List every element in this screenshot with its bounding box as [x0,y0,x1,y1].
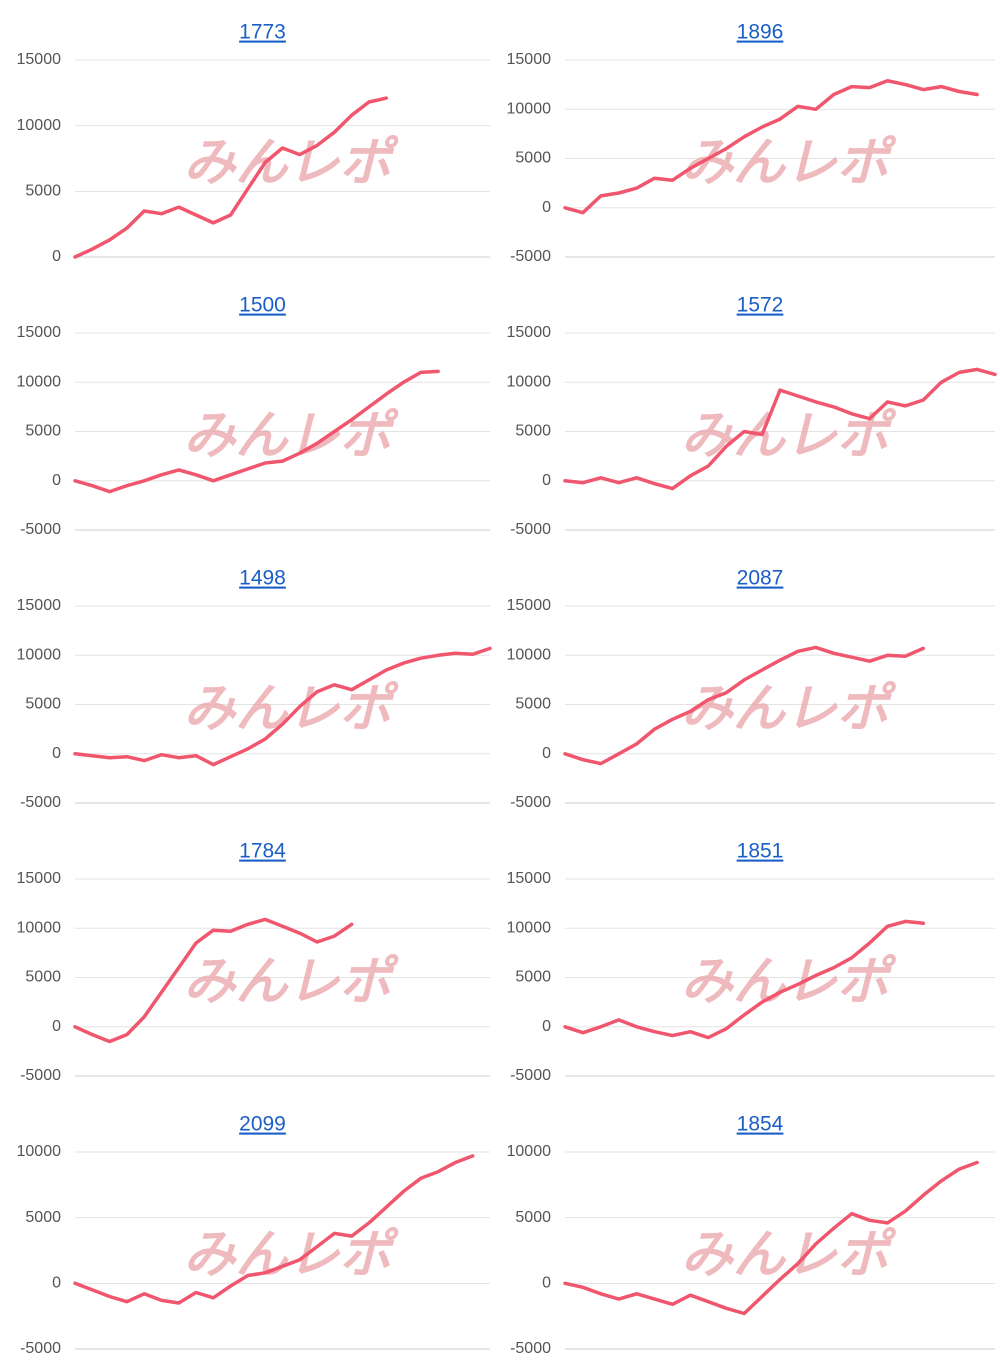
y-tick-label: 10000 [17,1143,62,1160]
watermark: みんレポ [183,680,399,738]
y-tick-label: 5000 [515,150,551,167]
y-tick-label: 5000 [25,696,61,713]
y-tick-label: -5000 [20,1067,61,1084]
y-tick-label: 0 [52,1275,61,1292]
y-tick-label: 5000 [25,183,61,200]
data-line [563,645,926,766]
y-tick-label: 0 [52,248,61,265]
chart-title[interactable]: 1896 [737,21,784,44]
y-tick-label: 0 [542,1018,551,1035]
data-line [73,96,389,259]
y-tick-label: -5000 [20,794,61,811]
y-tick-label: 15000 [507,51,552,68]
y-tick-label: 15000 [17,597,62,614]
y-tick-label: 5000 [515,696,551,713]
y-tick-label: 15000 [17,51,62,68]
chart-title[interactable]: 1851 [737,840,784,863]
y-tick-label: 10000 [507,100,552,117]
y-tick-label: 0 [52,745,61,762]
y-tick-label: -5000 [510,521,551,538]
y-tick-label: 10000 [507,919,552,936]
watermark: みんレポ [681,680,897,738]
y-tick-label: -5000 [510,1067,551,1084]
watermark: みんレポ [183,134,399,192]
y-tick-label: -5000 [20,1340,61,1357]
data-line [73,646,492,767]
y-tick-label: 0 [52,1018,61,1035]
y-tick-label: 0 [542,1275,551,1292]
y-tick-label: 10000 [507,646,552,663]
y-tick-label: 0 [542,745,551,762]
data-line [563,919,926,1040]
data-line [73,369,440,494]
y-tick-label: 15000 [507,870,552,887]
y-tick-label: 10000 [17,646,62,663]
watermark: みんレポ [183,1226,399,1284]
y-tick-label: -5000 [510,248,551,265]
y-tick-label: 10000 [17,373,62,390]
chart-title[interactable]: 2099 [239,1113,286,1136]
chart-title[interactable]: 1572 [737,294,784,317]
chart-title[interactable]: 1784 [239,840,286,863]
data-line [73,1154,475,1305]
chart-title[interactable]: 2087 [737,567,784,590]
y-tick-label: 10000 [507,1143,552,1160]
y-tick-label: 0 [52,472,61,489]
chart-title[interactable]: 1854 [737,1113,784,1136]
chart-title[interactable]: 1500 [239,294,286,317]
y-tick-label: 5000 [515,1209,551,1226]
y-tick-label: 5000 [25,969,61,986]
watermark: みんレポ [183,953,399,1011]
y-tick-label: 10000 [17,919,62,936]
watermark: みんレポ [681,1226,897,1284]
y-tick-label: 5000 [515,423,551,440]
chart-title[interactable]: 1773 [239,21,286,44]
watermark: みんレポ [681,953,897,1011]
watermark: みんレポ [681,134,897,192]
y-tick-label: -5000 [510,1340,551,1357]
data-line [563,367,997,491]
data-line [563,1160,979,1316]
chart-title[interactable]: 1498 [239,567,286,590]
y-tick-label: 15000 [507,597,552,614]
data-line [563,78,979,215]
y-tick-label: 0 [542,472,551,489]
y-tick-label: 15000 [507,324,552,341]
y-tick-label: -5000 [510,794,551,811]
y-tick-label: 15000 [17,324,62,341]
y-tick-label: 15000 [17,870,62,887]
y-tick-label: 5000 [25,1209,61,1226]
y-tick-label: 5000 [515,969,551,986]
y-tick-label: 10000 [507,373,552,390]
data-line [73,917,354,1044]
y-tick-label: 10000 [17,117,62,134]
y-tick-label: 5000 [25,423,61,440]
y-tick-label: -5000 [20,521,61,538]
y-tick-label: 0 [542,199,551,216]
